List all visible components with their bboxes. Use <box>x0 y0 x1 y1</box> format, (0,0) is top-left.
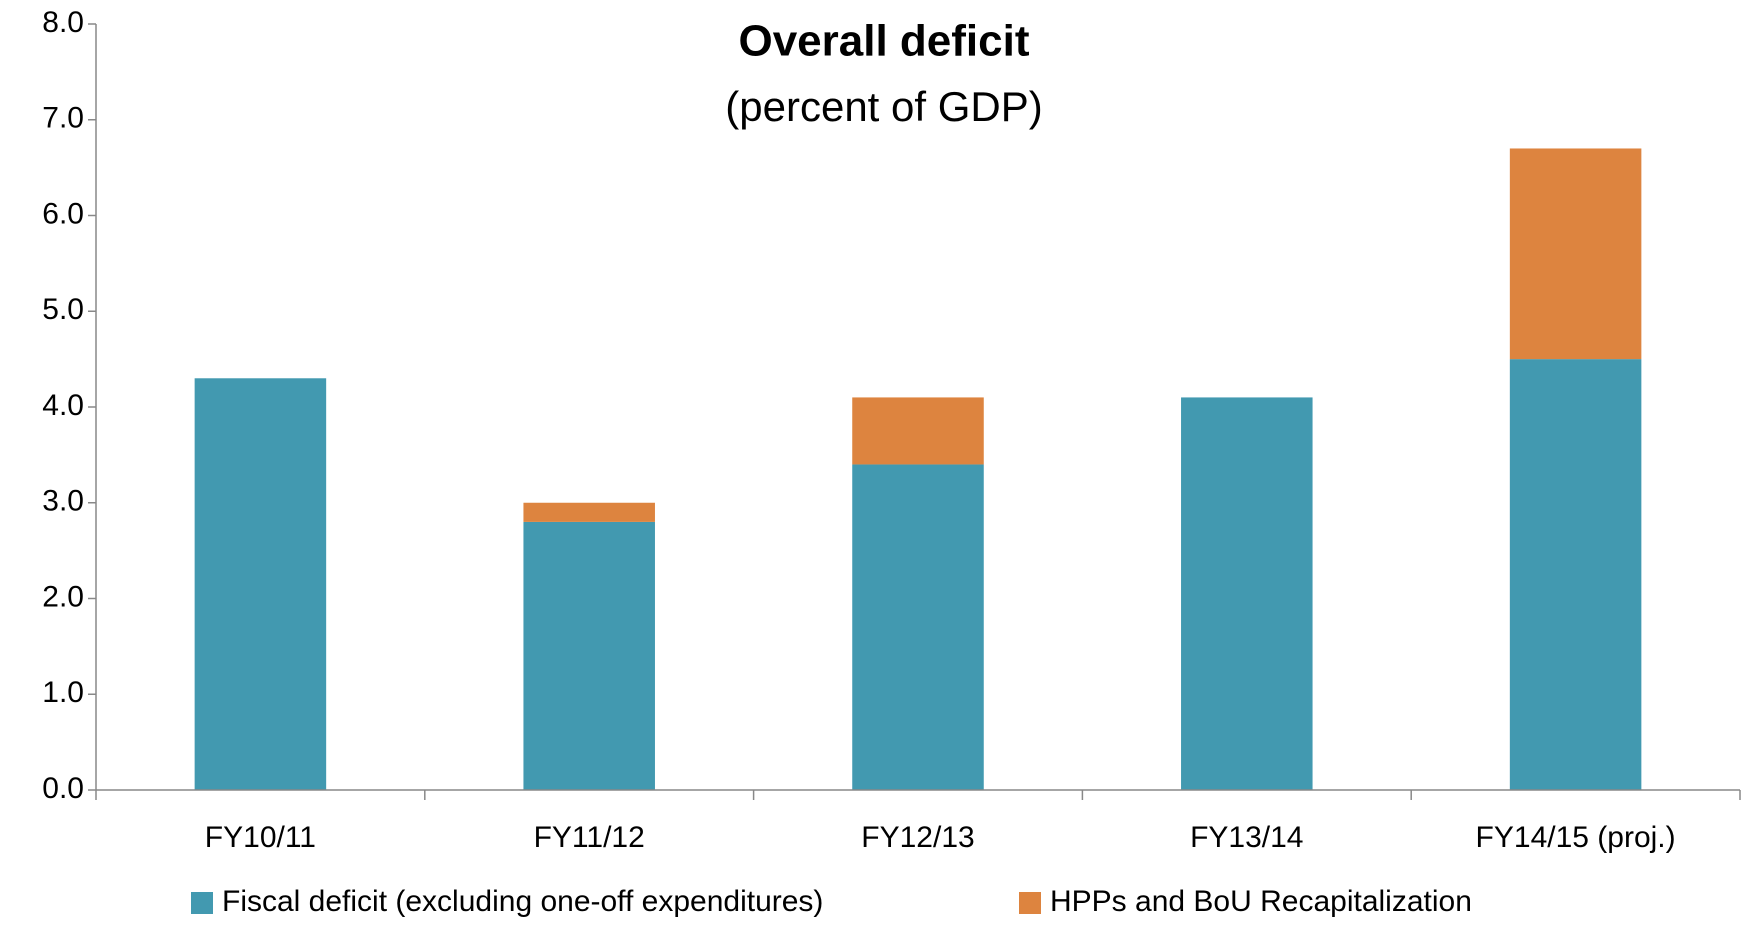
y-tick-label: 8.0 <box>42 6 84 39</box>
bar-segment <box>1509 148 1642 360</box>
x-tick-label: FY12/13 <box>861 821 974 854</box>
y-tick-label: 6.0 <box>42 197 84 230</box>
bar-segment <box>852 464 984 790</box>
legend-label: HPPs and BoU Recapitalization <box>1050 885 1472 918</box>
x-tick-label: FY13/14 <box>1190 821 1303 854</box>
x-tick-label: FY10/11 <box>205 821 316 854</box>
y-tick-label: 3.0 <box>42 485 84 518</box>
x-tick-label: FY11/12 <box>534 821 645 854</box>
bar-segment <box>523 502 655 522</box>
bar-segment <box>1181 397 1313 790</box>
legend-swatch <box>191 892 213 914</box>
y-tick-label: 7.0 <box>42 102 84 135</box>
legend-swatch <box>1019 892 1041 914</box>
bar-segment <box>852 397 984 465</box>
y-tick-label: 2.0 <box>42 580 84 613</box>
bar-segment <box>1509 359 1642 790</box>
y-tick-label: 5.0 <box>42 293 84 326</box>
bar-segment <box>194 378 327 790</box>
y-tick-label: 0.0 <box>42 772 84 805</box>
x-tick-label: FY14/15 (proj.) <box>1476 821 1676 854</box>
bar-segment <box>523 521 655 790</box>
chart-title: Overall deficit <box>738 17 1029 66</box>
legend-label: Fiscal deficit (excluding one-off expend… <box>222 885 823 918</box>
chart-subtitle: (percent of GDP) <box>725 83 1042 130</box>
y-tick-label: 4.0 <box>42 389 84 422</box>
y-tick-label: 1.0 <box>42 676 84 709</box>
